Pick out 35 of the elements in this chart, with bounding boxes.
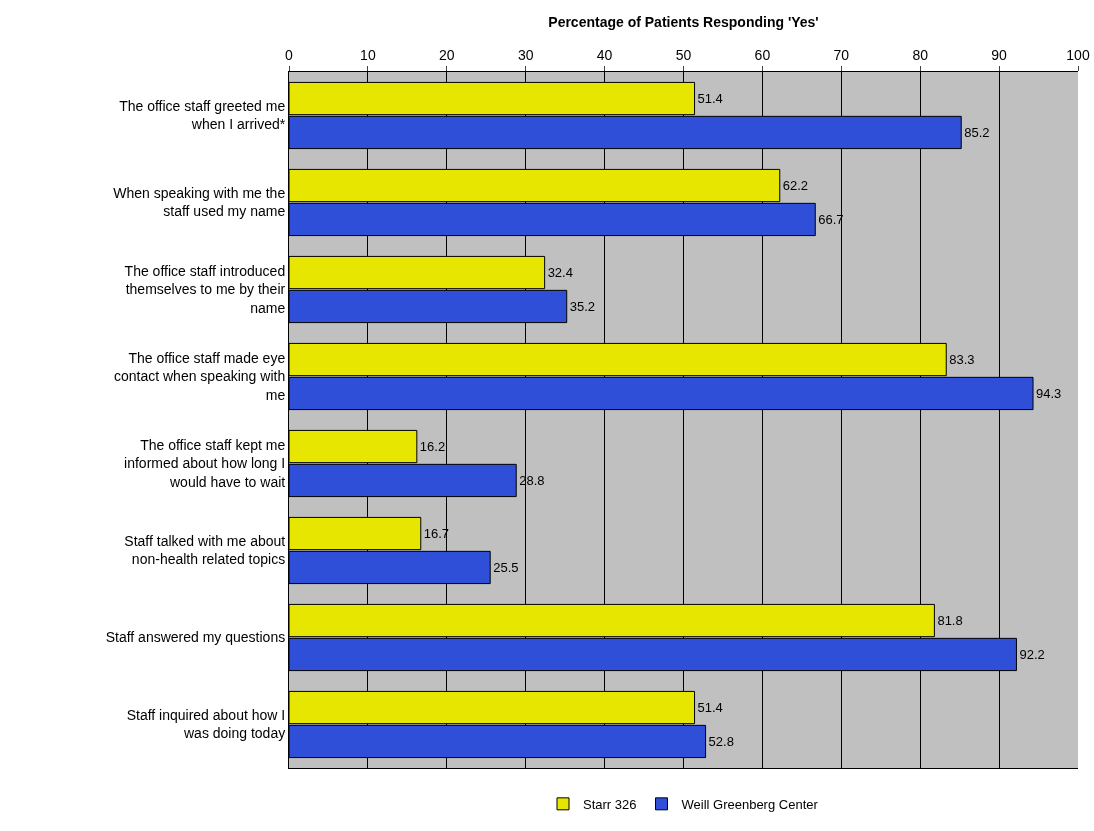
data-label: 51.4: [697, 91, 723, 107]
y-tick-label: The office staff kept me informed about how long I would have to wait: [124, 437, 286, 490]
data-label: 62.2: [782, 178, 809, 194]
data-label: 16.2: [419, 439, 446, 455]
x-tick-label: 90: [991, 47, 1008, 64]
data-label: 52.8: [708, 733, 734, 749]
x-tick-label: 100: [1066, 47, 1090, 64]
data-label: 81.8: [937, 613, 963, 629]
x-tick-label: 30: [517, 47, 534, 64]
data-label: 94.3: [1036, 385, 1062, 401]
x-axis-title: Percentage of Patients Responding 'Yes': [548, 14, 819, 30]
x-tick-label: 50: [675, 47, 692, 64]
y-tick-label: When speaking with me the staff used my name: [113, 185, 286, 220]
legend-label: Starr 326: [583, 796, 637, 812]
data-label: 51.4: [697, 700, 723, 716]
data-label: 32.4: [547, 265, 573, 281]
x-tick-label: 80: [912, 47, 929, 64]
x-tick-label: 60: [754, 47, 771, 64]
x-tick-label: 20: [439, 47, 455, 64]
x-tick-label: 40: [596, 47, 613, 64]
x-tick-label: 0: [285, 47, 294, 64]
y-tick-label: Staff answered my questions: [105, 629, 286, 646]
data-label: 35.2: [569, 298, 596, 314]
y-tick-label: Staff inquired about how I was doing today: [126, 707, 286, 742]
x-tick-label: 10: [360, 47, 376, 64]
y-tick-label: Staff talked with me about non-health related topics: [124, 533, 286, 568]
legend-label: Weill Greenberg Center: [681, 796, 819, 812]
data-label: 25.5: [493, 559, 519, 575]
data-label: 92.2: [1019, 646, 1045, 662]
y-tick-label: The office staff introduced themselves to me by their name: [124, 263, 286, 316]
y-tick-label: The office staff made eye contact when speaking with me: [113, 350, 286, 403]
data-label: 85.2: [964, 124, 990, 140]
y-tick-label: The office staff greeted me when I arrived*: [119, 98, 286, 133]
data-label: 83.3: [949, 352, 975, 368]
x-tick-label: 70: [833, 47, 850, 64]
